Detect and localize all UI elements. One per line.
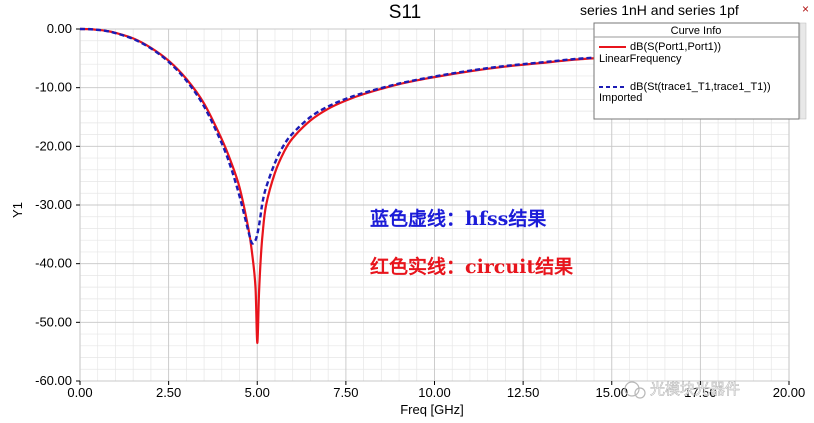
legend[interactable]: Curve Info dB(S(Port1,Port1)) LinearFreq… (593, 22, 800, 120)
series-layer (79, 27, 790, 344)
x-tick-label: 20.00 (773, 385, 806, 400)
axis-ticks (76, 28, 790, 385)
x-axis-label: Freq [GHz] (400, 402, 464, 417)
legend-scrollbar[interactable] (799, 22, 807, 120)
x-tick-label: 2.50 (156, 385, 181, 400)
legend-box (593, 22, 800, 120)
legend-series-0-sublabel: LinearFrequency (599, 53, 682, 65)
close-icon[interactable]: × (802, 2, 809, 16)
watermark: 光模块光器件 (624, 381, 740, 399)
y-tick-label: -20.00 (35, 138, 72, 153)
y-axis-label: Y1 (10, 202, 25, 218)
x-tick-label: 7.50 (333, 385, 358, 400)
x-tick-label: 12.50 (507, 385, 540, 400)
wechat-icon-small (634, 387, 646, 399)
y-tick-label: -10.00 (35, 80, 72, 95)
y-tick-labels: 0.00 -10.00 -20.00 -30.00 -40.00 -50.00 -60.00 (35, 21, 72, 388)
legend-title: Curve Info (671, 25, 722, 37)
legend-series-1-name: dB(St(trace1_T1,trace1_T1)) (630, 81, 771, 93)
x-tick-labels: 0.00 2.50 5.00 7.50 10.00 12.50 15.00 17.50 20.0… (67, 385, 805, 400)
y-tick-label: -40.00 (35, 256, 72, 271)
legend-series-1-sublabel: Imported (599, 92, 642, 104)
y-tick-label: 0.00 (47, 21, 72, 36)
annotation-circuit: 红色实线：circuit结果 (370, 255, 573, 278)
chart-title: S11 (389, 2, 421, 23)
x-tick-label: 0.00 (67, 385, 92, 400)
close-icon-glyph[interactable]: × (802, 2, 809, 16)
legend-series-0-name: dB(S(Port1,Port1)) (630, 41, 721, 53)
series-line-1 (79, 27, 790, 245)
wechat-icon (624, 381, 640, 397)
y-tick-label: -60.00 (35, 373, 72, 388)
y-tick-label: -30.00 (35, 197, 72, 212)
annotation-hfss: 蓝色虚线：hfss结果 (370, 207, 546, 230)
x-tick-label: 5.00 (245, 385, 270, 400)
x-tick-label: 15.00 (595, 385, 628, 400)
chart-subtitle: series 1nH and series 1pf (580, 2, 739, 18)
x-tick-label: 10.00 (418, 385, 451, 400)
watermark-text: 光模块光器件 (650, 381, 740, 398)
x-tick-label: 17.50 (684, 385, 717, 400)
y-tick-label: -50.00 (35, 314, 72, 329)
